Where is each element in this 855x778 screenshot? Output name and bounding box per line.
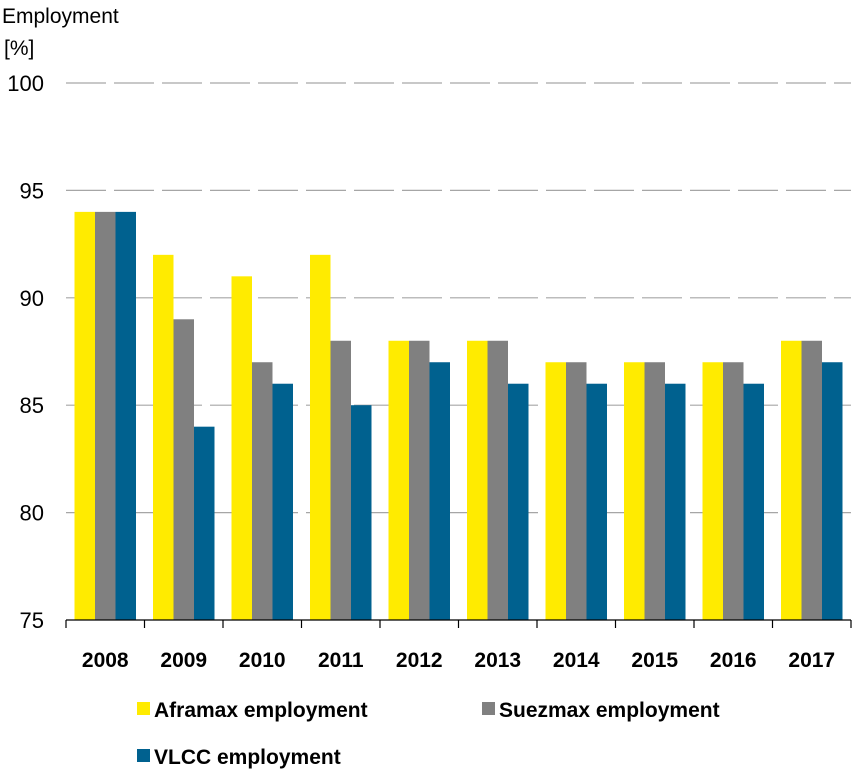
bar-vlcc-employment-2009 [194, 426, 215, 620]
y-tick-label: 90 [20, 286, 44, 311]
bar-vlcc-employment-2014 [586, 383, 607, 620]
x-tick-label: 2013 [474, 649, 521, 672]
bar-suezmax-employment-2015 [644, 362, 665, 620]
bar-aframax-employment-2012 [388, 340, 409, 620]
x-axis [65, 619, 852, 628]
y-tick-label: 75 [20, 608, 44, 633]
y-axis-unit: [%] [4, 37, 34, 60]
x-tick-label: 2014 [553, 649, 600, 672]
y-axis-ticks: 75 80 85 90 95 100 [7, 71, 44, 633]
y-tick-label: 95 [20, 178, 44, 203]
bar-aframax-employment-2010 [231, 276, 252, 620]
bar-suezmax-employment-2010 [252, 362, 273, 620]
bar-suezmax-employment-2013 [487, 340, 508, 620]
bar-suezmax-employment-2012 [409, 340, 430, 620]
x-tick-label: 2008 [82, 649, 129, 672]
bar-vlcc-employment-2017 [822, 362, 843, 620]
legend-label: Aframax employment [154, 699, 368, 722]
bar-aframax-employment-2013 [467, 340, 488, 620]
bar-vlcc-employment-2015 [665, 383, 686, 620]
bar-vlcc-employment-2008 [115, 211, 136, 620]
bar-vlcc-employment-2012 [429, 362, 450, 620]
bar-aframax-employment-2011 [310, 254, 331, 620]
x-tick-label: 2015 [631, 649, 678, 672]
bar-suezmax-employment-2014 [566, 362, 587, 620]
legend: Aframax employment Suezmax employment VLCC… [137, 699, 720, 769]
x-tick-label: 2016 [710, 649, 757, 672]
bar-suezmax-employment-2017 [801, 340, 822, 620]
bar-aframax-employment-2008 [74, 211, 95, 620]
legend-label: VLCC employment [154, 746, 341, 769]
bars [74, 211, 843, 620]
x-tick-label: 2010 [239, 649, 286, 672]
legend-label: Suezmax employment [499, 699, 720, 722]
legend-swatch-suezmax-employment [482, 702, 495, 715]
bar-suezmax-employment-2011 [330, 340, 351, 620]
bar-vlcc-employment-2010 [272, 383, 293, 620]
bar-suezmax-employment-2016 [723, 362, 744, 620]
bar-suezmax-employment-2008 [95, 211, 116, 620]
bar-aframax-employment-2016 [702, 362, 723, 620]
legend-swatch-vlcc-employment [137, 749, 150, 762]
bar-vlcc-employment-2013 [508, 383, 529, 620]
bar-vlcc-employment-2016 [743, 383, 764, 620]
y-tick-label: 85 [20, 393, 44, 418]
x-tick-label: 2012 [396, 649, 443, 672]
bar-aframax-employment-2014 [545, 362, 566, 620]
x-axis-ticks: 2008 2009 2010 2011 2012 2013 2014 2015 2016 2017 [82, 649, 835, 672]
x-tick-label: 2017 [788, 649, 835, 672]
y-tick-label: 100 [7, 71, 44, 96]
bar-aframax-employment-2009 [153, 254, 174, 620]
y-axis-label: Employment [2, 5, 119, 28]
x-tick-label: 2009 [160, 649, 207, 672]
bar-suezmax-employment-2009 [173, 319, 194, 620]
bar-aframax-employment-2017 [781, 340, 802, 620]
bar-vlcc-employment-2011 [351, 405, 372, 620]
bar-aframax-employment-2015 [624, 362, 645, 620]
x-tick-label: 2011 [318, 649, 364, 672]
legend-swatch-aframax-employment [137, 702, 150, 715]
y-tick-label: 80 [20, 501, 44, 526]
